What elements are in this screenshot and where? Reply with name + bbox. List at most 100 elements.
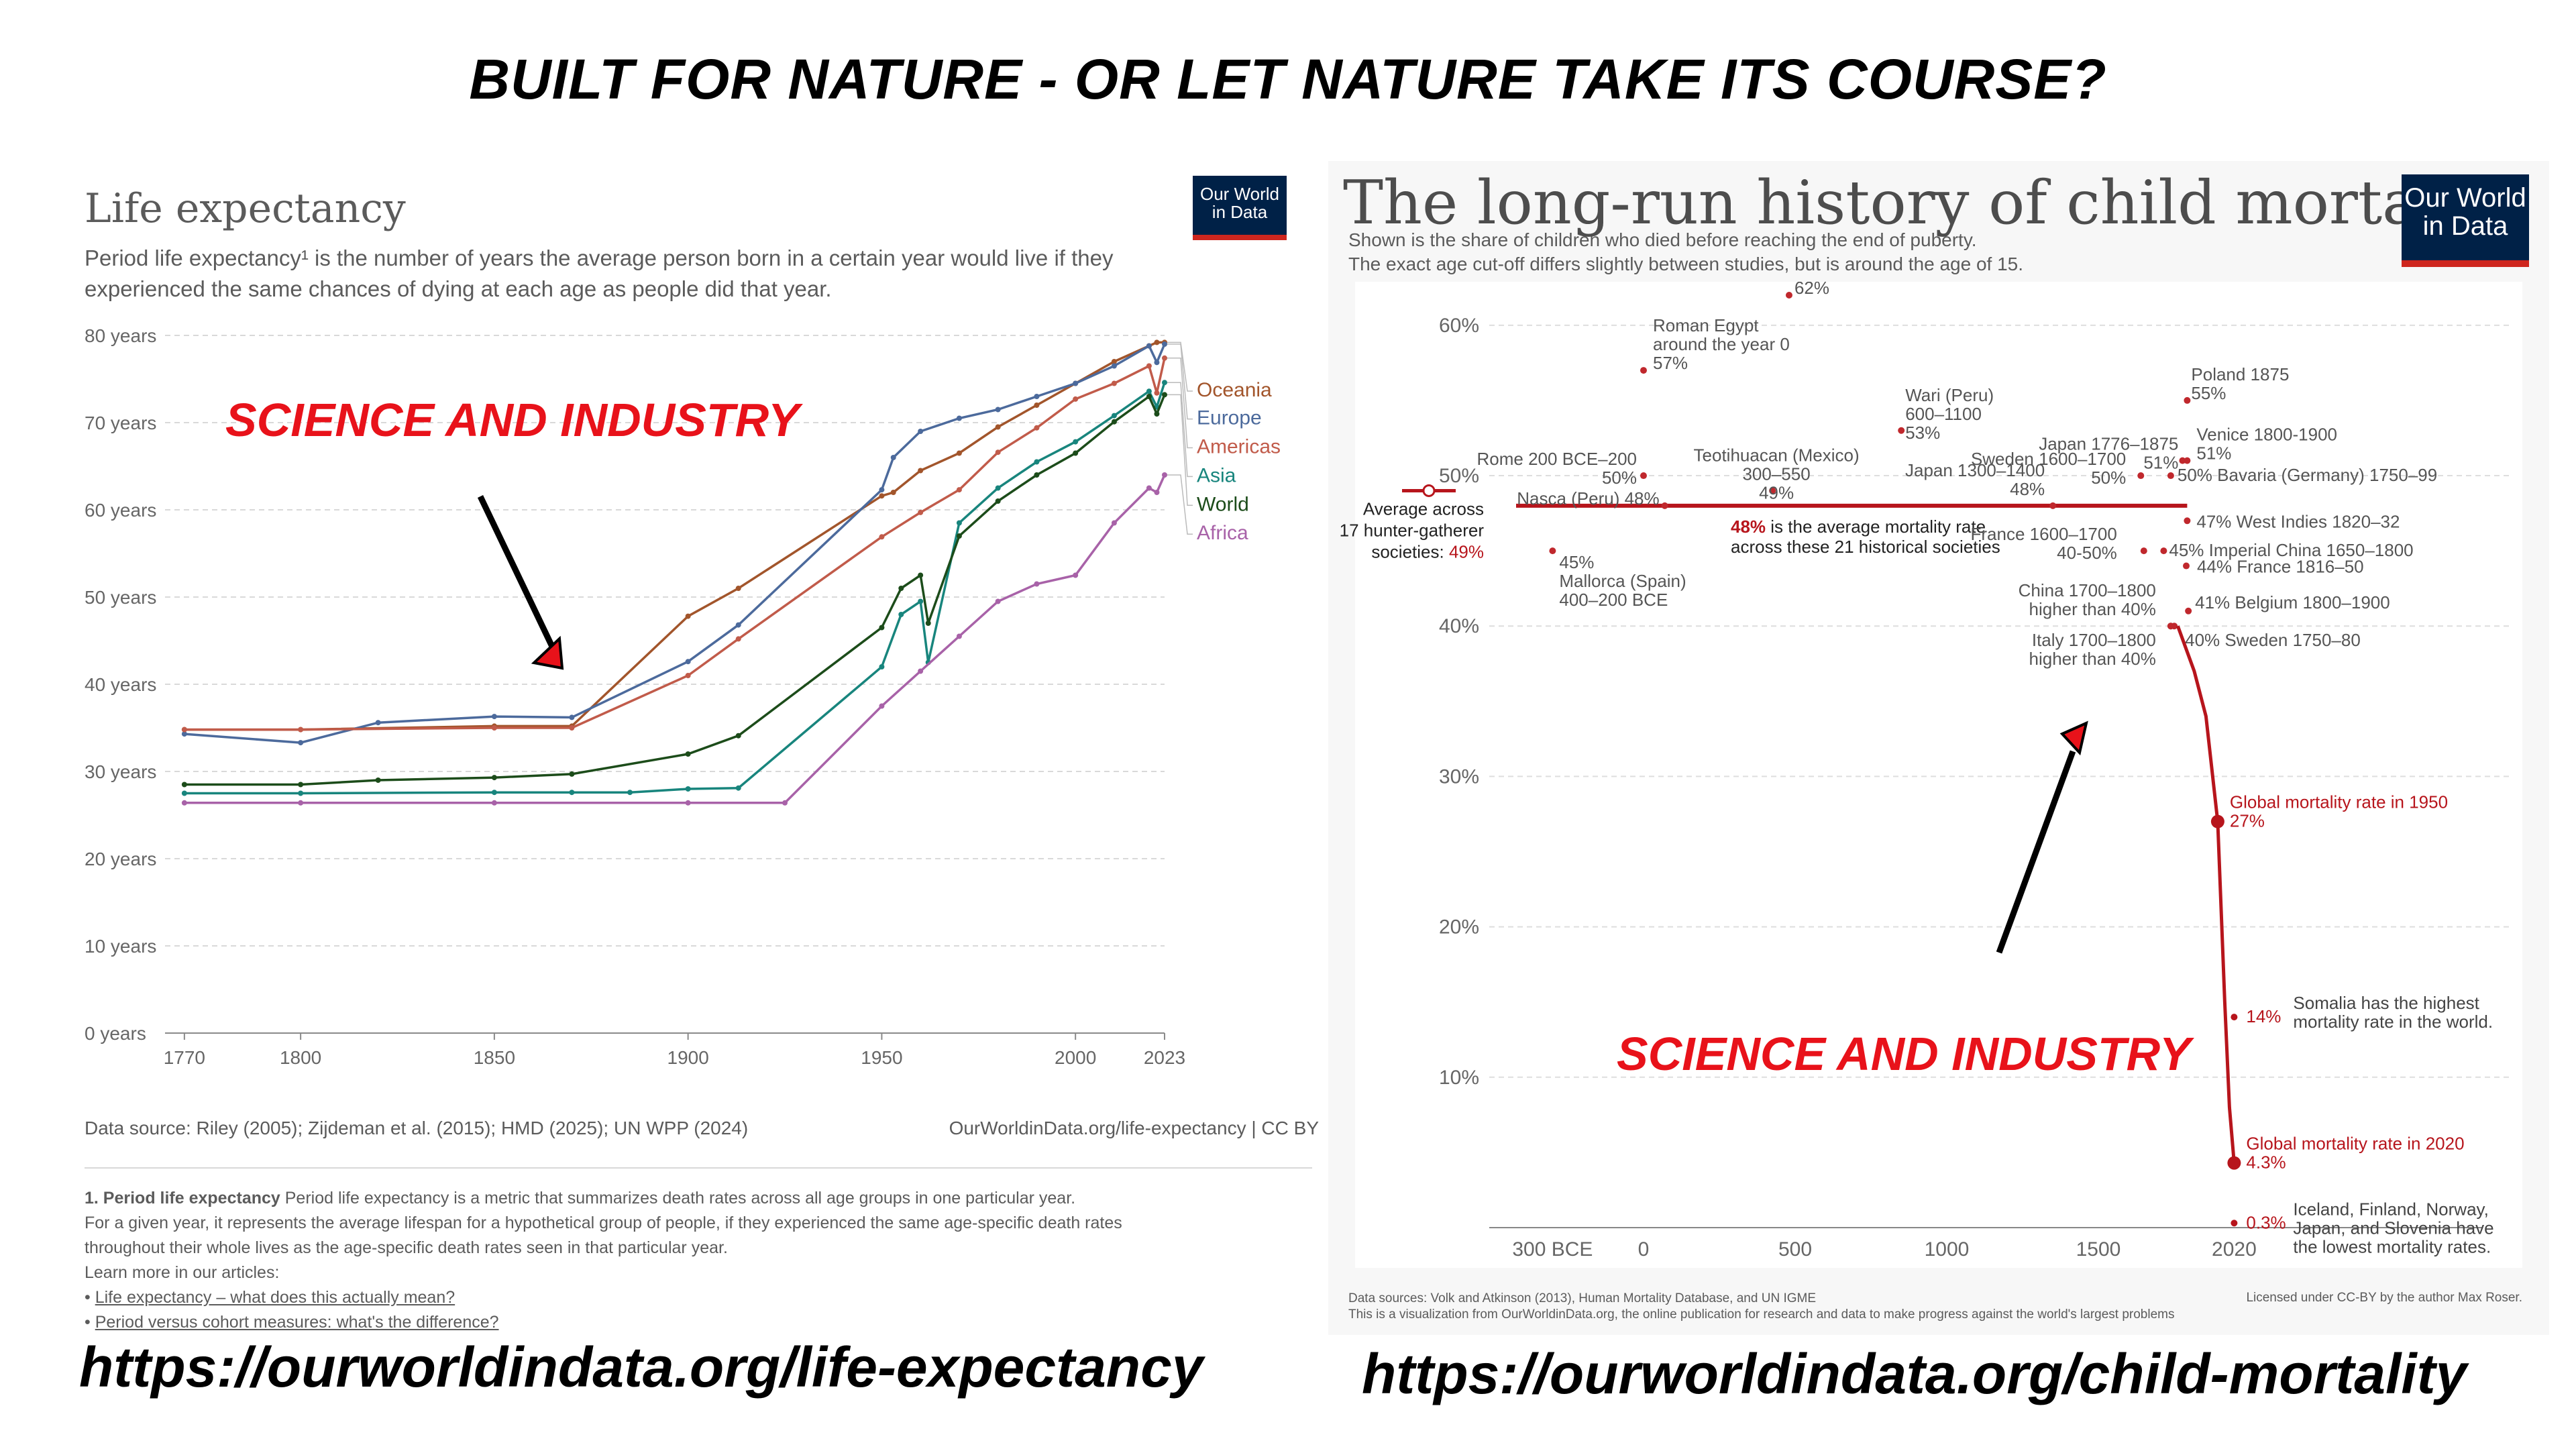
- legend-europe[interactable]: Europe: [1197, 407, 1262, 429]
- data-point[interactable]: [1146, 394, 1152, 399]
- series-line-americas[interactable]: [184, 358, 1166, 731]
- legend-americas[interactable]: Americas: [1197, 436, 1281, 458]
- data-point[interactable]: [298, 800, 304, 806]
- data-point[interactable]: [1162, 392, 1167, 398]
- data-point[interactable]: [918, 429, 924, 434]
- data-point[interactable]: [1769, 487, 1776, 494]
- url-left[interactable]: https://ourworldindata.org/life-expectan…: [79, 1336, 1203, 1399]
- highlight-point[interactable]: [2231, 1220, 2238, 1227]
- data-point[interactable]: [685, 786, 691, 792]
- data-point[interactable]: [879, 703, 885, 709]
- data-point[interactable]: [1073, 450, 1079, 456]
- highlight-point[interactable]: [2227, 1156, 2241, 1170]
- hunter-gatherer-dot[interactable]: [1422, 484, 1436, 497]
- data-point[interactable]: [956, 533, 962, 539]
- data-point[interactable]: [1661, 502, 1668, 509]
- data-point[interactable]: [925, 621, 931, 626]
- data-point[interactable]: [956, 415, 962, 421]
- article-link-2[interactable]: Period versus cohort measures: what's th…: [95, 1313, 499, 1332]
- data-point[interactable]: [1640, 367, 1647, 374]
- legend-africa[interactable]: Africa: [1197, 522, 1248, 544]
- data-point[interactable]: [181, 782, 187, 788]
- data-point[interactable]: [2184, 396, 2191, 404]
- legend-asia[interactable]: Asia: [1197, 464, 1236, 486]
- data-point[interactable]: [879, 664, 885, 669]
- data-point[interactable]: [1154, 339, 1160, 345]
- data-point[interactable]: [995, 485, 1001, 491]
- data-point[interactable]: [1549, 547, 1556, 555]
- data-point[interactable]: [956, 450, 962, 456]
- data-point[interactable]: [569, 714, 575, 720]
- data-point[interactable]: [2185, 607, 2192, 614]
- data-point[interactable]: [1162, 472, 1167, 478]
- owid-logo-left[interactable]: Our World in Data: [1193, 176, 1287, 240]
- data-point[interactable]: [1162, 341, 1167, 347]
- data-point[interactable]: [1162, 355, 1167, 361]
- data-point[interactable]: [181, 800, 187, 806]
- le-source-right[interactable]: OurWorldinData.org/life-expectancy | CC …: [949, 1118, 1319, 1138]
- data-point[interactable]: [995, 407, 1001, 413]
- data-point[interactable]: [685, 673, 691, 678]
- data-point[interactable]: [890, 455, 896, 460]
- data-point[interactable]: [995, 498, 1001, 504]
- data-point[interactable]: [995, 449, 1001, 455]
- data-point[interactable]: [298, 740, 304, 746]
- data-point[interactable]: [918, 598, 924, 604]
- data-point[interactable]: [181, 731, 187, 737]
- highlight-point[interactable]: [2210, 814, 2224, 828]
- data-point[interactable]: [1034, 581, 1040, 587]
- series-line-world[interactable]: [184, 394, 1166, 786]
- data-point[interactable]: [898, 612, 904, 617]
- data-point[interactable]: [1034, 425, 1040, 431]
- data-point[interactable]: [1111, 359, 1117, 364]
- data-point[interactable]: [1073, 572, 1079, 578]
- data-point[interactable]: [298, 790, 304, 796]
- data-point[interactable]: [918, 668, 924, 674]
- data-point[interactable]: [1111, 380, 1117, 386]
- data-point[interactable]: [1154, 390, 1160, 396]
- data-point[interactable]: [1154, 411, 1160, 417]
- data-point[interactable]: [2184, 517, 2191, 525]
- data-point[interactable]: [1111, 363, 1117, 369]
- data-point[interactable]: [298, 727, 304, 733]
- data-point[interactable]: [298, 782, 304, 788]
- article-link-1[interactable]: Life expectancy – what does this actuall…: [95, 1288, 455, 1307]
- data-point[interactable]: [879, 534, 885, 540]
- data-point[interactable]: [956, 633, 962, 639]
- data-point[interactable]: [1034, 459, 1040, 465]
- data-point[interactable]: [879, 625, 885, 631]
- owid-logo-right[interactable]: Our World in Data: [2402, 174, 2529, 267]
- data-point[interactable]: [918, 468, 924, 474]
- data-point[interactable]: [1073, 396, 1079, 402]
- series-line-africa[interactable]: [184, 474, 1166, 804]
- data-point[interactable]: [491, 714, 497, 720]
- data-point[interactable]: [1073, 439, 1079, 445]
- data-point[interactable]: [181, 727, 187, 733]
- data-point[interactable]: [1146, 343, 1152, 349]
- data-point[interactable]: [685, 659, 691, 665]
- data-point[interactable]: [375, 777, 381, 783]
- data-point[interactable]: [627, 790, 633, 796]
- data-point[interactable]: [1111, 520, 1117, 526]
- data-point[interactable]: [2183, 562, 2190, 570]
- data-point[interactable]: [1154, 360, 1160, 366]
- data-point[interactable]: [685, 751, 691, 757]
- series-line-europe[interactable]: [184, 343, 1166, 744]
- url-right[interactable]: https://ourworldindata.org/child-mortali…: [1362, 1342, 2467, 1405]
- data-point[interactable]: [2160, 547, 2167, 555]
- data-point[interactable]: [685, 613, 691, 619]
- data-point[interactable]: [2167, 472, 2174, 480]
- data-point[interactable]: [2179, 457, 2186, 464]
- data-point[interactable]: [1146, 485, 1152, 491]
- data-point[interactable]: [2137, 472, 2145, 480]
- data-point[interactable]: [782, 800, 788, 806]
- data-point[interactable]: [879, 493, 885, 499]
- data-point[interactable]: [735, 785, 741, 791]
- data-point[interactable]: [491, 800, 497, 806]
- data-point[interactable]: [735, 733, 741, 739]
- data-point[interactable]: [569, 725, 575, 731]
- data-point[interactable]: [491, 725, 497, 731]
- legend-world[interactable]: World: [1197, 493, 1249, 515]
- data-point[interactable]: [1034, 394, 1040, 399]
- data-point[interactable]: [879, 487, 885, 493]
